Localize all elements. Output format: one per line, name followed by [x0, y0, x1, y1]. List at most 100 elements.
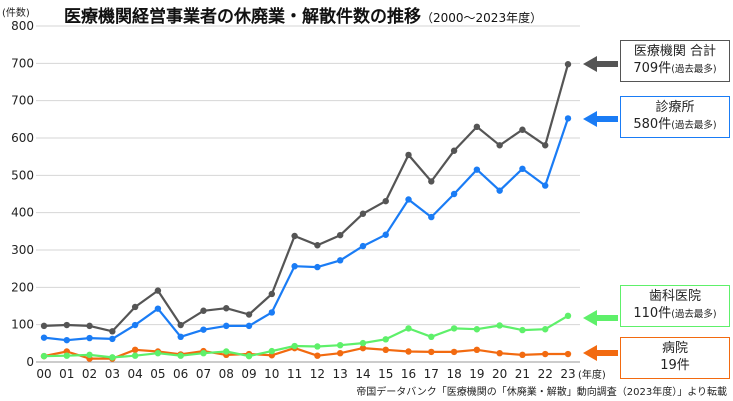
- x-tick-label: 23: [560, 367, 575, 381]
- data-point: [382, 197, 389, 205]
- x-tick-label: 15: [378, 367, 393, 381]
- callout-note: (過去最多): [671, 64, 717, 75]
- x-tick-label: 14: [355, 367, 370, 381]
- data-point: [268, 309, 276, 316]
- x-tick-label: 02: [82, 367, 97, 381]
- data-point: [154, 305, 162, 312]
- x-tick-label: 00: [36, 367, 51, 381]
- x-tick-label: 22: [538, 367, 553, 381]
- data-point: [473, 346, 481, 354]
- data-point: [63, 321, 70, 329]
- chart-title-main: 医療機関経営事業者の休廃業・解散件数の推移: [64, 7, 421, 27]
- data-point: [496, 349, 503, 357]
- data-point: [473, 166, 481, 173]
- data-point: [314, 242, 321, 249]
- data-point: [496, 142, 503, 149]
- data-point: [40, 352, 48, 360]
- y-tick-label: 700: [11, 56, 34, 70]
- series-line: [43, 314, 569, 359]
- y-axis-ticks: 0 100 200 300 400 500 600 700 700 800: [11, 19, 34, 369]
- data-point: [564, 312, 572, 319]
- x-tick-label: 04: [127, 367, 142, 381]
- data-point: [450, 325, 458, 332]
- data-point: [86, 351, 93, 359]
- data-point: [519, 165, 526, 172]
- y-tick-label: 0: [26, 355, 34, 369]
- x-tick-label: 09: [241, 367, 256, 381]
- data-point: [405, 348, 412, 355]
- chart-title-sub: （2000〜2023年度）: [421, 11, 543, 25]
- callout-arrow-head: [583, 56, 597, 72]
- data-point: [450, 348, 458, 356]
- data-point: [564, 61, 572, 68]
- data-point: [268, 290, 276, 298]
- data-point: [564, 350, 572, 358]
- data-point: [314, 352, 321, 359]
- x-tick-label: 16: [401, 367, 416, 381]
- x-tick-label: 17: [424, 367, 439, 381]
- series-lines: [40, 61, 572, 362]
- series-line: [43, 347, 568, 360]
- y-axis-unit: (件数): [2, 8, 30, 19]
- data-point: [359, 242, 367, 250]
- data-point: [268, 347, 276, 355]
- data-point: [154, 349, 162, 357]
- data-point: [428, 213, 435, 221]
- data-point: [336, 349, 344, 357]
- data-point: [223, 322, 230, 330]
- y-tick-label: 200: [11, 280, 34, 294]
- y-tick-label: 300: [11, 243, 34, 257]
- x-tick-label: 21: [515, 367, 530, 381]
- series-line: [43, 63, 570, 333]
- data-point: [109, 335, 116, 343]
- data-point: [519, 126, 526, 133]
- callout-arrow-head: [583, 345, 597, 361]
- data-point: [131, 321, 139, 329]
- y-tick-label: 100: [11, 318, 34, 332]
- data-point: [542, 350, 549, 358]
- x-tick-label: 01: [59, 367, 74, 381]
- data-point: [336, 231, 344, 239]
- callout-note: (過去最多): [671, 120, 717, 131]
- data-point: [359, 339, 367, 347]
- callout-label: 医療機関 合計: [633, 44, 717, 59]
- callout-note: (過去最多): [671, 309, 717, 320]
- callout-label: 診療所: [655, 100, 695, 115]
- data-point: [177, 321, 184, 329]
- data-point: [245, 311, 253, 318]
- y-tick-label: 700: [11, 94, 34, 108]
- data-point: [519, 326, 526, 334]
- x-tick-label: 13: [333, 367, 348, 381]
- callout-count: 110件: [633, 306, 672, 321]
- callout-arrows: [583, 56, 618, 361]
- x-tick-label: 07: [196, 367, 211, 381]
- x-tick-label: 19: [469, 367, 484, 381]
- x-tick-label: 10: [264, 367, 279, 381]
- callout-label: 歯科医院: [648, 289, 701, 304]
- grid-lines: [36, 25, 580, 363]
- x-tick-label: 08: [219, 367, 234, 381]
- x-tick-label: 11: [287, 367, 302, 381]
- x-tick-label: 06: [173, 367, 188, 381]
- data-point: [428, 333, 435, 340]
- x-tick-label: 18: [446, 367, 461, 381]
- data-point: [86, 334, 93, 342]
- data-point: [496, 322, 503, 329]
- source-note: 帝国データバンク「医療機関の「休廃業・解散」動向調査（2023年度）」より転載: [356, 387, 727, 398]
- data-point: [63, 352, 70, 359]
- data-point: [109, 328, 116, 335]
- x-tick-label: 03: [105, 367, 120, 381]
- data-point: [405, 325, 412, 332]
- data-point: [200, 307, 207, 314]
- data-point: [131, 352, 139, 359]
- data-point: [564, 115, 572, 122]
- data-point: [314, 343, 321, 350]
- data-point: [291, 232, 298, 240]
- data-point: [40, 322, 48, 330]
- data-point: [245, 352, 253, 360]
- data-point: [359, 344, 367, 352]
- data-point: [405, 196, 412, 203]
- data-point: [542, 326, 549, 333]
- data-point: [177, 352, 184, 359]
